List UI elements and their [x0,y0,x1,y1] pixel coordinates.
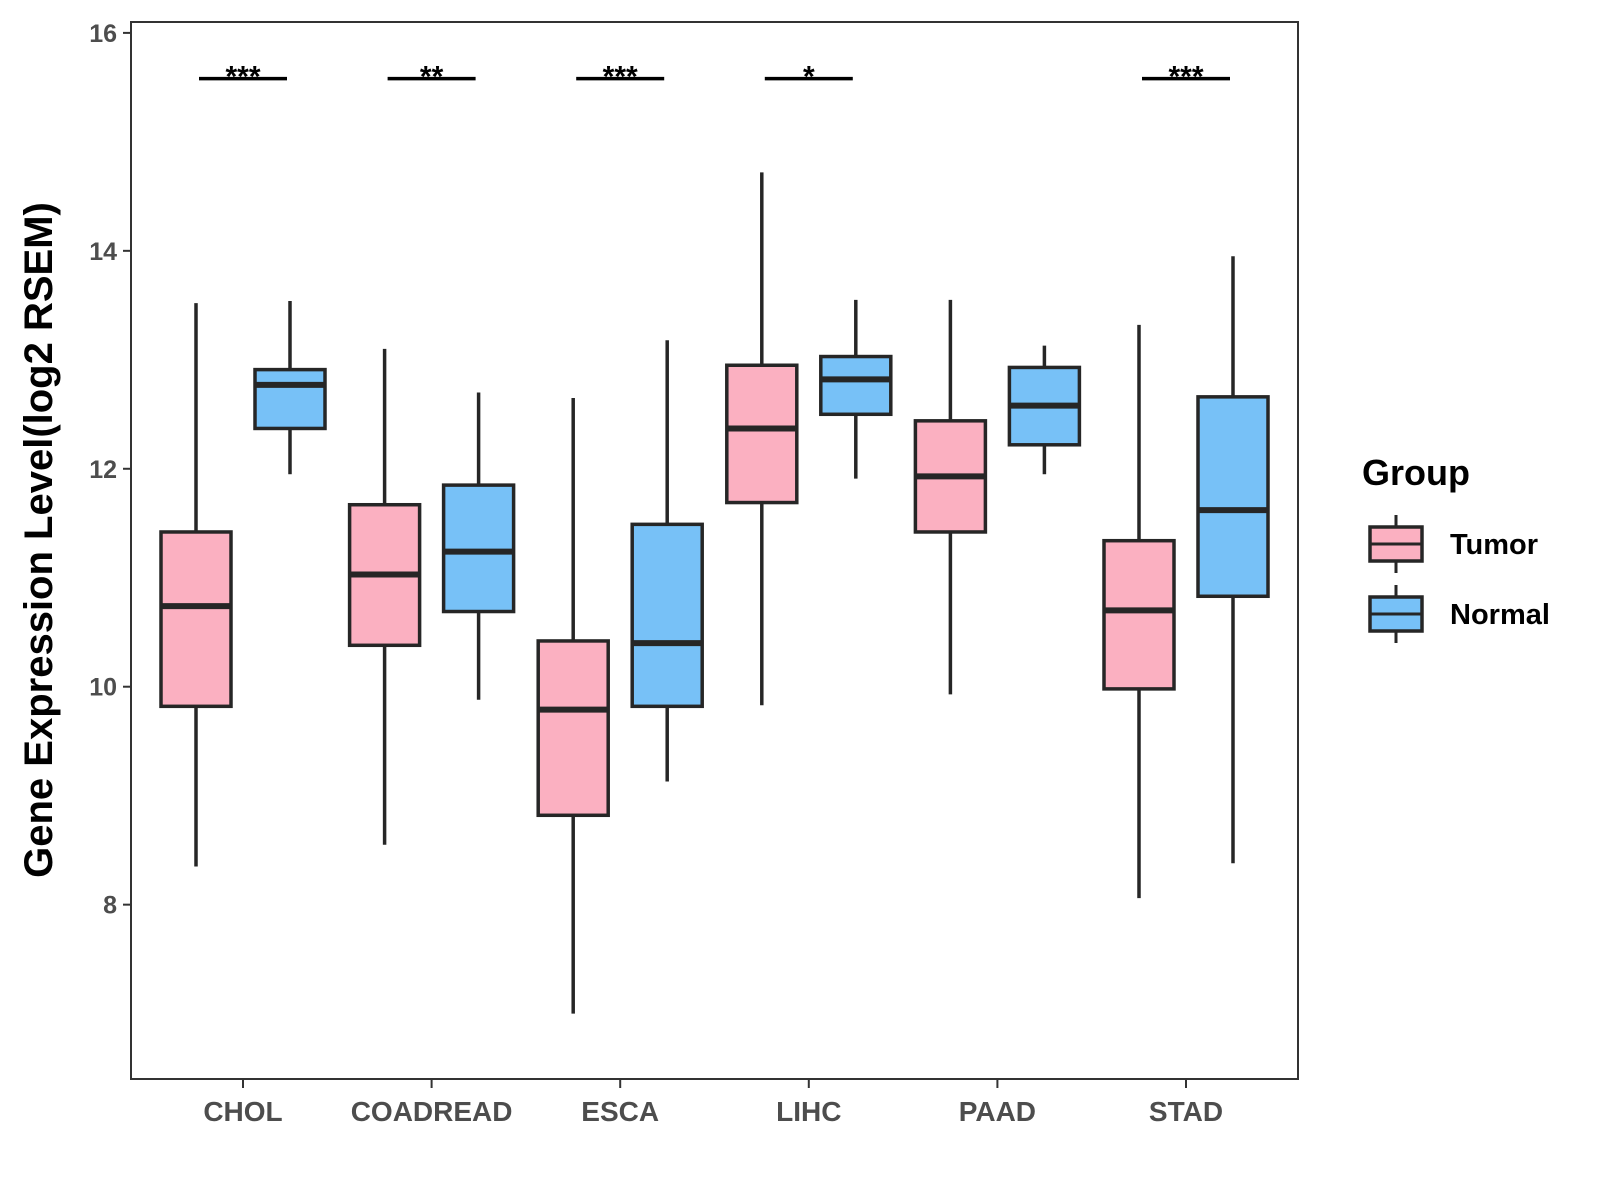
box-tumor-paad [913,299,988,695]
y-tick-label: 10 [89,674,117,702]
y-axis-title: Gene Expression Level(log2 RSEM) [17,202,61,878]
box-tumor-chol [159,303,233,867]
significance-label-chol: *** [225,61,260,94]
legend-label-normal: Normal [1450,599,1550,631]
box-tumor-esca [536,397,610,1014]
box-iqr [1102,538,1176,691]
legend-title: Group [1362,452,1470,493]
significance-label-coadread: ** [420,61,444,94]
box-tumor-coadread [347,348,422,845]
box-iqr [725,363,799,505]
box-tumor-lihc [725,172,799,706]
box-normal-lihc [819,299,893,479]
y-tick-label: 16 [89,20,117,48]
box-normal-esca [630,340,704,782]
box-iqr [253,367,327,431]
box-tumor-stad [1102,324,1176,899]
box-iqr [536,639,610,818]
x-tick-label-chol: CHOL [203,1096,282,1127]
x-tick-label-paad: PAAD [959,1096,1036,1127]
legend-label-tumor: Tumor [1450,529,1538,561]
box-iqr [819,354,893,417]
x-tick-label-lihc: LIHC [776,1096,841,1127]
y-tick-label: 8 [103,892,117,920]
significance-label-esca: *** [603,61,638,94]
box-normal-paad [1007,345,1082,475]
significance-label-stad: *** [1168,61,1203,94]
box-iqr [441,483,516,614]
box-normal-chol [253,300,327,475]
y-tick-label: 14 [89,238,117,266]
legend-entry-normal: Normal [1368,585,1550,643]
plot-panel-border [130,21,1299,1080]
y-tick-label: 12 [89,456,117,484]
box-normal-stad [1196,256,1270,864]
x-tick-label-coadread: COADREAD [351,1096,513,1127]
significance-label-lihc: * [803,61,815,94]
legend: Group Tumor Normal [1362,452,1550,643]
box-iqr [1196,395,1270,599]
x-tick-label-stad: STAD [1149,1096,1223,1127]
box-iqr [630,522,704,709]
legend-entry-tumor: Tumor [1368,515,1538,573]
box-iqr [159,530,233,709]
box-normal-coadread [441,392,516,700]
x-tick-label-esca: ESCA [581,1096,659,1127]
